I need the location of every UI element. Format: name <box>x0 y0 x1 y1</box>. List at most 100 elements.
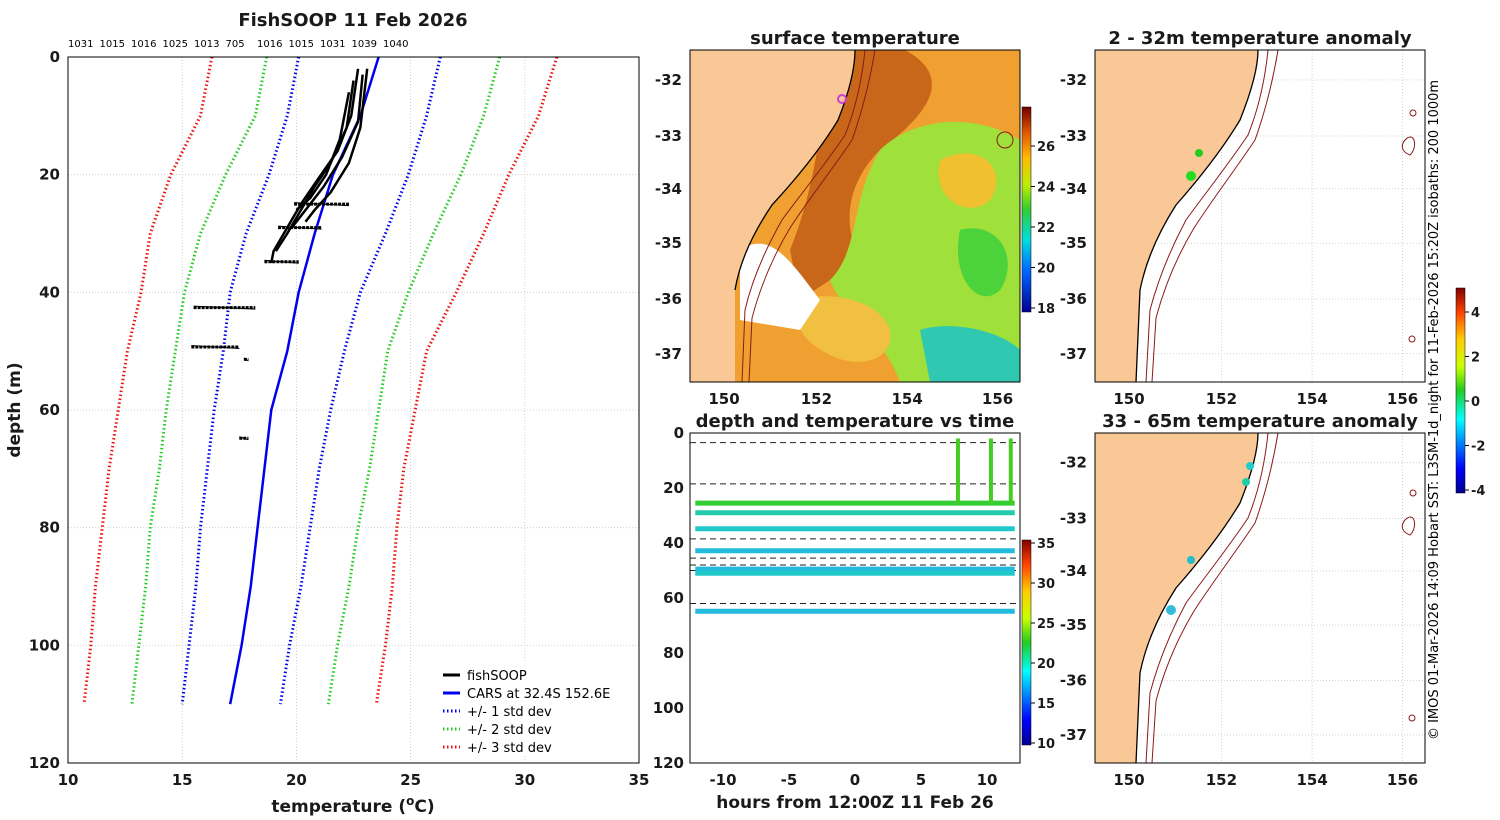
map-ytick-label: -35 <box>1060 616 1087 634</box>
sst-colorbar <box>1021 106 1032 313</box>
map-xtick-label: 154 <box>891 390 922 408</box>
map-xtick-label: 154 <box>1296 390 1327 408</box>
colorbar-label: 2 <box>1471 351 1480 366</box>
colorbar-label: 20 <box>1037 262 1055 277</box>
time-xlabel: hours from 12:00Z 11 Feb 26 <box>716 793 994 813</box>
time-colorbar <box>1021 539 1032 746</box>
profile-grid <box>68 57 639 763</box>
fishsoop-profile <box>304 68 369 223</box>
map-xtick-label: 152 <box>801 390 832 408</box>
profile-top-label: 1016 <box>131 39 156 50</box>
anomaly-colorbar-ticks: 4 2 0 -2 -4 <box>1465 306 1485 499</box>
sst-ticks: 150 152 154 156 -32 -33 -34 -35 -36 -37 <box>655 71 1013 408</box>
std2-low-line <box>130 56 269 705</box>
anomaly-lower-land <box>1095 433 1258 763</box>
anomaly-lower-isobath-1000 <box>1151 433 1279 763</box>
anomaly-upper-seamount-small <box>1409 109 1417 117</box>
sst-field <box>690 50 1020 382</box>
profile-legend: fishSOOP CARS at 32.4S 152.6E +/- 1 std de… <box>437 662 610 756</box>
std3-high-line <box>374 56 559 705</box>
anomaly-lower-coast <box>1135 433 1259 763</box>
map-ytick-label: -36 <box>1060 672 1087 690</box>
anomaly-upper-field <box>1095 50 1417 382</box>
map-ytick-label: -36 <box>1060 290 1087 308</box>
map-ytick-label: -37 <box>1060 345 1087 363</box>
legend-label: +/- 2 std dev <box>467 723 552 738</box>
sst-seamount <box>996 131 1014 149</box>
profile-xtick-label: 20 <box>286 771 307 789</box>
sst-map: surface temperature 150 152 154 156 -32 -33 -3… <box>655 28 1055 408</box>
profile-ytick-label: 20 <box>39 166 60 184</box>
profile-xlabel: temperature (oC) <box>271 794 434 817</box>
time-ytick-label: 40 <box>663 534 684 552</box>
time-frame <box>689 432 1021 764</box>
colorbar-label: 30 <box>1037 577 1055 592</box>
anomaly-lower-point <box>1187 556 1195 564</box>
sst-frame <box>689 49 1021 383</box>
anomaly-lower-point <box>1166 605 1176 615</box>
fishsoop-band-jitter <box>243 357 249 362</box>
sst-cars-marker <box>837 94 847 104</box>
profile-ytick-label: 60 <box>39 401 60 419</box>
map-ytick-label: -33 <box>1060 509 1087 527</box>
profile-ytick-label: 80 <box>39 519 60 537</box>
profile-xtick-label: 35 <box>629 771 650 789</box>
profile-ytick-label: 100 <box>29 636 60 654</box>
map-ytick-label: -32 <box>655 71 682 89</box>
anomaly-lower-point <box>1246 462 1254 470</box>
profile-frame <box>67 56 640 764</box>
std2-high-line <box>326 56 502 705</box>
anomaly-map-upper: 2 - 32m temperature anomaly 150 152 154 156… <box>1060 28 1426 408</box>
fishsoop-band-jitter <box>191 345 240 350</box>
colorbar-label: -4 <box>1471 484 1485 499</box>
profile-top-label: 1013 <box>194 39 219 50</box>
anomaly-lower-seamount-small <box>1409 489 1417 497</box>
fishsoop-band-jitter <box>193 305 256 310</box>
fishsoop-band-jitter <box>264 259 299 264</box>
sst-isobath-1000 <box>748 50 876 382</box>
colorbar-label: 10 <box>1037 737 1055 752</box>
map-ytick-label: -35 <box>655 234 682 252</box>
map-xtick-label: 152 <box>1206 771 1237 789</box>
anomaly-upper-isobath-200 <box>1145 50 1269 382</box>
fishsoop-band-jitter <box>294 202 349 207</box>
fishsoop-band-jitter <box>278 225 322 230</box>
anomaly-lower-ticks: 150 152 154 156 -32 -33 -34 -35 -36 -37 <box>1060 454 1418 789</box>
map-xtick-label: 150 <box>708 390 739 408</box>
time-ytick-label: 20 <box>663 479 684 497</box>
map-ytick-label: -32 <box>1060 71 1087 89</box>
colorbar-label: 25 <box>1037 617 1055 632</box>
profile-ylabel: depth (m) <box>5 362 25 457</box>
profile-ytick-label: 0 <box>50 48 60 66</box>
fishsoop-profile <box>270 68 360 264</box>
colorbar-label: 35 <box>1037 537 1055 552</box>
anomaly-upper-point <box>1195 149 1203 157</box>
std1-high-line <box>278 56 442 705</box>
sst-title: surface temperature <box>750 28 960 49</box>
map-xtick-label: 156 <box>1387 390 1418 408</box>
time-ytick-label: 100 <box>653 699 684 717</box>
time-xtick-label: -5 <box>781 771 798 789</box>
time-plot: depth and temperature vs time -10 -5 0 5 100… <box>653 411 1055 813</box>
sst-cold-south <box>920 326 1020 382</box>
profile-top-labels: 1031 1015 1016 1025 1013 705 1016 1015 1031 1039 1… <box>68 39 408 50</box>
profile-ticks: 10 15 20 25 30 35 0 20 40 60 80 100 120 <box>29 48 650 789</box>
legend-label: +/- 3 std dev <box>467 741 552 756</box>
map-ytick-label: -33 <box>655 127 682 145</box>
cars-line <box>228 56 380 705</box>
profile-plot: FishSOOP 11 Feb 2026 1031 1015 1016 1025 101… <box>5 10 649 817</box>
time-tracks <box>695 438 1015 614</box>
time-dashed-lines <box>690 442 1020 604</box>
colorbar-label: 26 <box>1037 140 1055 155</box>
profile-lines <box>82 56 559 705</box>
sst-eddy-2 <box>958 228 1008 297</box>
anomaly-lower-seamount-south <box>1408 714 1416 722</box>
std3-low-line <box>82 56 214 705</box>
map-ytick-label: -36 <box>655 290 682 308</box>
profile-xtick-label: 30 <box>514 771 535 789</box>
profile-ytick-label: 120 <box>29 754 60 772</box>
anomaly-upper-point <box>1186 171 1196 181</box>
sst-colorbar-ticks: 26 24 22 20 18 <box>1031 140 1055 317</box>
profile-top-label: 1016 <box>257 39 282 50</box>
